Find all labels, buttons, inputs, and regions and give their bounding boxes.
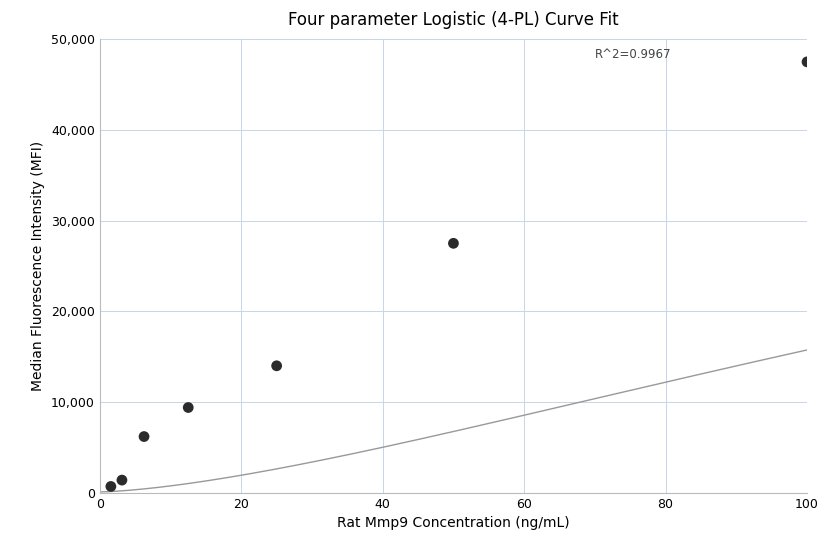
Point — [104, 482, 117, 491]
Title: Four parameter Logistic (4-PL) Curve Fit: Four parameter Logistic (4-PL) Curve Fit — [288, 11, 619, 29]
Y-axis label: Median Fluorescence Intensity (MFI): Median Fluorescence Intensity (MFI) — [32, 141, 46, 391]
Text: R^2=0.9967: R^2=0.9967 — [595, 48, 671, 61]
Point — [270, 361, 283, 370]
Point — [800, 57, 814, 66]
Point — [181, 403, 195, 412]
X-axis label: Rat Mmp9 Concentration (ng/mL): Rat Mmp9 Concentration (ng/mL) — [337, 516, 570, 530]
Point — [137, 432, 151, 441]
Point — [447, 239, 460, 248]
Point — [116, 475, 129, 484]
